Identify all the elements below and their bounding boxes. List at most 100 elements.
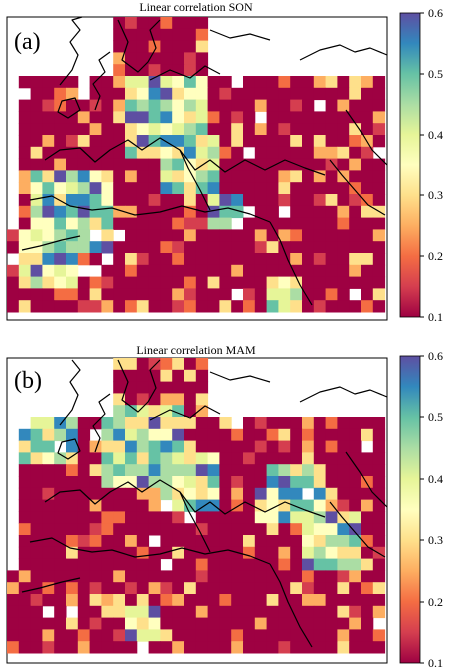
grid-cell [54,229,67,242]
grid-cell [290,123,303,136]
grid-cell [77,582,91,595]
grid-cell [361,264,374,278]
grid-cell [207,300,220,313]
grid-cell [254,158,268,171]
grid-cell [160,369,173,383]
grid-cell [195,135,209,148]
grid-cell [278,440,291,453]
grid-cell [42,182,55,195]
grid-cell [125,276,138,289]
grid-cell [172,264,185,278]
grid-cell [313,253,327,266]
grid-cell [77,535,91,548]
grid-cell [30,617,43,630]
panel-b-colorbar-ticks: 0.6 0.5 0.4 0.3 0.2 0.1 [420,349,443,669]
grid-cell [184,523,197,536]
grid-cell [361,87,374,101]
grid-cell [77,440,91,453]
grid-cell [148,229,161,242]
grid-cell [302,499,315,512]
grid-cell [77,300,91,313]
grid-cell [172,605,185,619]
grid-cell [278,570,291,583]
grid-cell [219,253,232,266]
grid-cell [219,605,232,619]
grid-cell [302,546,315,560]
grid-cell [66,135,79,148]
panel-b-coastlines [21,359,388,648]
grid-cell [325,594,338,607]
grid-cell [184,358,197,371]
grid-cell [231,170,244,183]
grid-cell [337,146,350,160]
grid-cell [337,111,350,124]
grid-cell [207,170,220,183]
grid-cell [113,570,126,583]
grid-cell [337,487,350,501]
grid-cell [172,417,185,430]
grid-cell [172,87,185,101]
grid-cell [243,546,256,560]
grid-cell [42,452,55,465]
grid-cell [77,641,91,654]
grid-cell [337,499,350,512]
grid-cell [290,535,303,548]
grid-cell [243,229,256,242]
grid-cell [148,381,161,394]
grid-cell [66,629,79,642]
grid-cell [113,123,126,136]
grid-cell [325,87,338,101]
grid-cell [325,135,338,148]
grid-cell [278,428,291,442]
grid-cell [243,511,256,524]
grid-cell [184,123,197,136]
grid-cell [184,440,197,453]
grid-cell [195,17,209,30]
grid-cell [184,17,197,30]
grid-cell [101,241,114,254]
grid-cell [101,641,114,654]
grid-cell [313,428,327,442]
grid-cell [231,570,244,583]
grid-cell [372,452,386,465]
grid-cell [349,546,362,560]
grid-cell [77,511,91,524]
grid-cell [66,288,79,301]
grid-cell [349,229,362,242]
grid-cell [77,428,91,442]
grid-cell [313,264,327,278]
grid-cell [231,629,244,642]
grid-cell [325,417,338,430]
grid-cell [136,629,150,642]
grid-cell [278,264,291,278]
grid-cell [266,535,279,548]
grid-cell [172,52,185,65]
grid-cell [184,64,197,77]
grid-cell [77,288,91,301]
grid-cell [77,241,91,254]
grid-cell [125,558,138,571]
grid-cell [266,288,279,301]
grid-cell [77,253,91,266]
grid-cell [125,241,138,254]
grid-cell [136,617,150,630]
grid-cell [195,40,209,53]
grid-cell [254,582,268,595]
grid-cell [77,523,91,536]
grid-cell [148,487,161,501]
grid-cell [266,629,279,642]
grid-cell [231,476,244,489]
grid-cell [302,605,315,619]
grid-cell [30,87,43,101]
grid-cell [266,253,279,266]
grid-cell [136,570,150,583]
grid-cell [66,253,79,266]
grid-cell [172,288,185,301]
grid-cell [30,487,43,501]
grid-cell [101,476,114,489]
grid-cell [278,229,291,242]
grid-cell [266,594,279,607]
grid-cell [101,194,114,207]
grid-cell [337,229,350,242]
grid-cell [302,194,315,207]
